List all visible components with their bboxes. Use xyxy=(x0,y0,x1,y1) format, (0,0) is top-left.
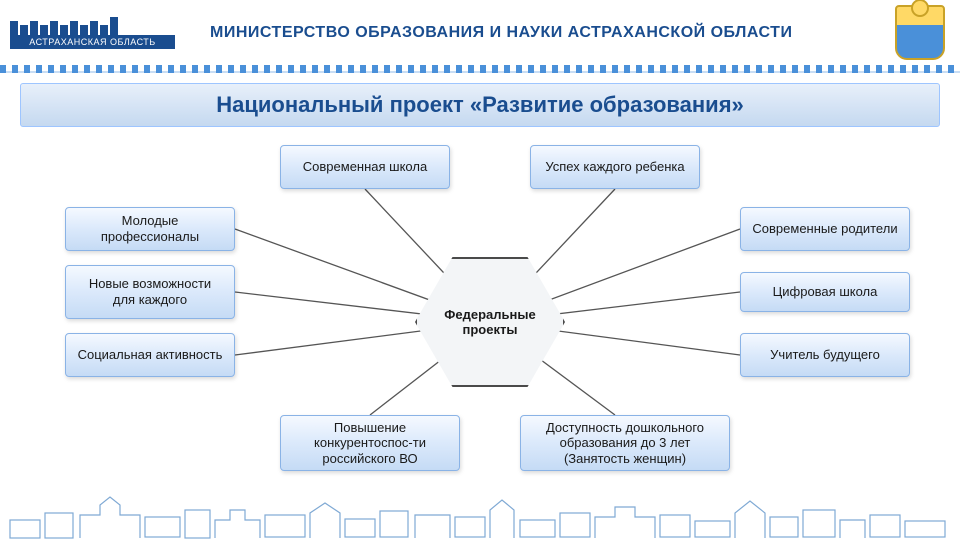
project-node: Повышение конкурентоспос-ти российского … xyxy=(280,415,460,471)
project-node: Успех каждого ребенка xyxy=(530,145,700,189)
project-node-label: Успех каждого ребенка xyxy=(545,159,684,175)
project-node-label: Современная школа xyxy=(303,159,427,175)
project-node: Новые возможности для каждого xyxy=(65,265,235,319)
project-node: Цифровая школа xyxy=(740,272,910,312)
region-logo-label: АСТРАХАНСКАЯ ОБЛАСТЬ xyxy=(10,35,175,49)
project-node-label: Доступность дошкольного образования до 3… xyxy=(531,420,719,467)
page-title: Национальный проект «Развитие образовани… xyxy=(20,83,940,127)
ministry-title: МИНИСТЕРСТВО ОБРАЗОВАНИЯ И НАУКИ АСТРАХА… xyxy=(210,24,895,42)
wave-divider xyxy=(0,65,960,73)
header: АСТРАХАНСКАЯ ОБЛАСТЬ МИНИСТЕРСТВО ОБРАЗО… xyxy=(0,0,960,65)
project-node: Молодые профессионалы xyxy=(65,207,235,251)
project-node-label: Молодые профессионалы xyxy=(76,213,224,244)
project-node: Современные родители xyxy=(740,207,910,251)
hexagon-label: Федеральные проекты xyxy=(431,307,549,337)
project-node-label: Учитель будущего xyxy=(770,347,880,363)
project-node: Доступность дошкольного образования до 3… xyxy=(520,415,730,471)
castle-icon xyxy=(10,17,190,35)
project-node-label: Современные родители xyxy=(752,221,897,237)
region-logo: АСТРАХАНСКАЯ ОБЛАСТЬ xyxy=(10,10,190,55)
project-node-label: Повышение конкурентоспос-ти российского … xyxy=(291,420,449,467)
project-node-label: Социальная активность xyxy=(78,347,223,363)
project-node: Учитель будущего xyxy=(740,333,910,377)
project-node: Современная школа xyxy=(280,145,450,189)
project-diagram: Федеральные проекты Современная школа Усп… xyxy=(20,137,940,517)
project-node-label: Новые возможности для каждого xyxy=(76,276,224,307)
project-node-label: Цифровая школа xyxy=(773,284,878,300)
region-emblem-icon xyxy=(895,5,945,60)
project-node: Социальная активность xyxy=(65,333,235,377)
